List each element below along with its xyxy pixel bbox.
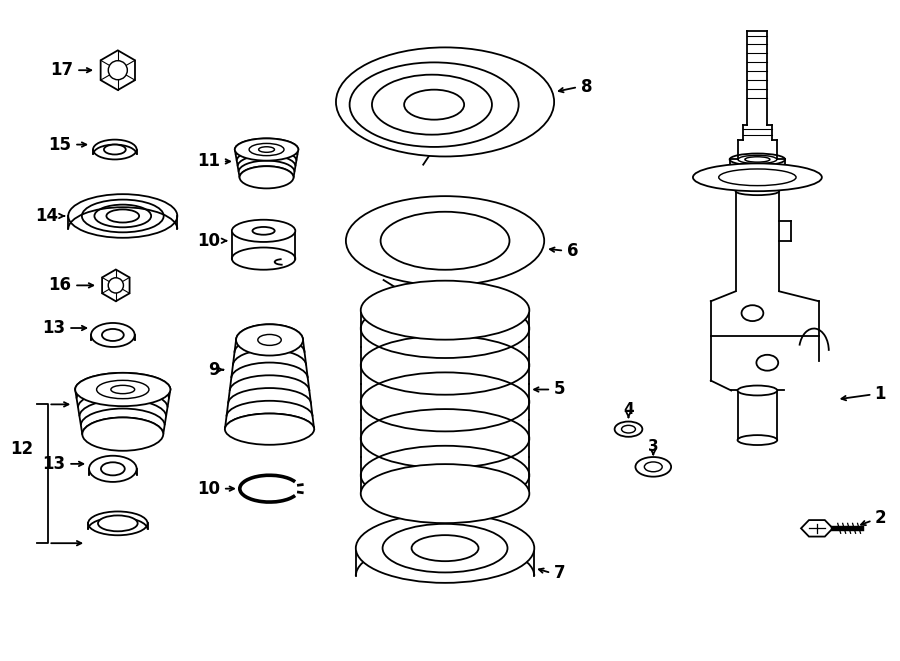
Ellipse shape [91,323,135,347]
Text: 5: 5 [554,381,565,399]
Ellipse shape [236,325,303,356]
Text: 17: 17 [50,61,73,79]
Ellipse shape [361,281,529,340]
Polygon shape [102,270,130,301]
Text: 15: 15 [49,136,71,153]
Ellipse shape [98,516,138,531]
Text: 4: 4 [623,402,634,417]
Text: 6: 6 [567,242,579,260]
Text: 11: 11 [197,153,220,171]
Ellipse shape [93,139,137,159]
Ellipse shape [101,462,125,475]
Text: 9: 9 [208,361,220,379]
Ellipse shape [738,435,778,445]
Ellipse shape [738,385,778,395]
Text: 12: 12 [11,440,33,458]
Ellipse shape [232,219,295,242]
Ellipse shape [356,514,535,583]
Ellipse shape [735,187,779,195]
Text: 7: 7 [554,564,566,582]
Text: 10: 10 [197,480,220,498]
Ellipse shape [239,166,293,188]
Ellipse shape [225,414,314,445]
Ellipse shape [615,422,643,437]
Ellipse shape [102,329,124,341]
Text: 8: 8 [580,78,592,96]
Ellipse shape [693,163,822,191]
Ellipse shape [104,145,126,155]
Ellipse shape [76,373,170,406]
Text: 3: 3 [648,438,659,453]
Ellipse shape [89,455,137,482]
Ellipse shape [235,138,298,161]
Ellipse shape [82,418,163,451]
Text: 13: 13 [42,455,66,473]
Text: 16: 16 [49,276,71,294]
Text: 1: 1 [875,385,886,403]
Ellipse shape [635,457,671,477]
Text: 10: 10 [197,232,220,250]
Ellipse shape [88,512,148,535]
Text: 13: 13 [42,319,66,337]
Ellipse shape [346,196,544,286]
Polygon shape [101,50,135,90]
Ellipse shape [336,48,554,157]
Ellipse shape [361,464,529,523]
Polygon shape [801,520,832,537]
Text: 14: 14 [35,207,58,225]
Text: 2: 2 [875,510,886,527]
